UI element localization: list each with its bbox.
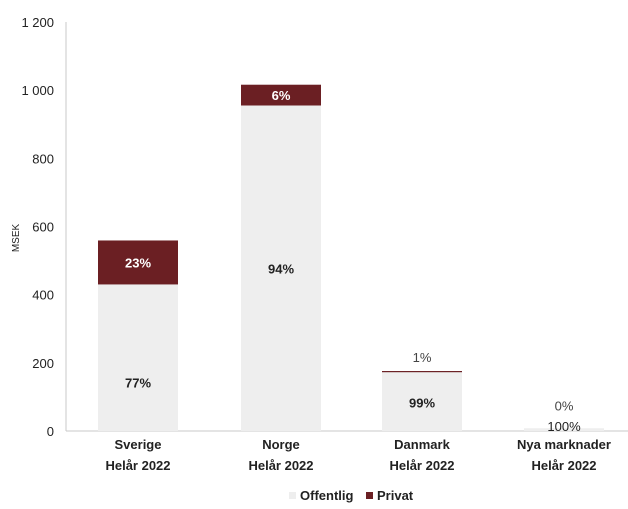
x-category-label: Helår 2022 [248,458,313,473]
x-category-label: Helår 2022 [105,458,170,473]
data-label-offentlig: 77% [125,376,151,391]
x-category-label: Sverige [115,437,162,452]
bar-privat [241,84,321,106]
x-category-label: Danmark [394,437,450,452]
y-ticks: 0 200 400 600 800 1 000 1 200 [21,15,54,439]
bar-privat [98,240,178,285]
y-tick-label: 600 [32,220,54,235]
x-category-label: Nya marknader [517,437,611,452]
data-label-privat: 23% [125,255,151,270]
y-tick-label: 1 200 [21,15,54,30]
legend: Offentlig Privat [289,488,414,503]
data-label-offentlig: 100% [547,419,581,434]
y-tick-label: 800 [32,151,54,166]
bars [98,84,604,432]
x-categories: Sverige Helår 2022 Norge Helår 2022 Danmark H… [105,437,611,473]
bar-offentlig [524,428,604,431]
y-axis-title: MSEK [11,224,22,253]
bar-offentlig [382,371,462,431]
data-label-privat: 6% [272,88,291,103]
data-label-offentlig: 94% [268,261,294,276]
data-label-privat: 1% [413,350,432,365]
data-label-offentlig: 99% [409,395,435,410]
y-tick-label: 400 [32,288,54,303]
y-tick-label: 0 [47,424,54,439]
bar-offentlig [98,284,178,431]
y-tick-label: 1 000 [21,83,54,98]
legend-label-offentlig: Offentlig [300,488,353,503]
y-tick-label: 200 [32,356,54,371]
x-category-label: Helår 2022 [531,458,596,473]
bar-offentlig [241,105,321,432]
bar-privat [382,371,462,373]
legend-swatch-privat [366,492,373,499]
legend-label-privat: Privat [377,488,414,503]
data-label-privat: 0% [555,398,574,413]
x-category-label: Helår 2022 [389,458,454,473]
x-category-label: Norge [262,437,300,452]
bar-labels: 77% 23% 94% 6% 99% 1% 100% 0% [125,88,581,434]
legend-swatch-offentlig [289,492,296,499]
